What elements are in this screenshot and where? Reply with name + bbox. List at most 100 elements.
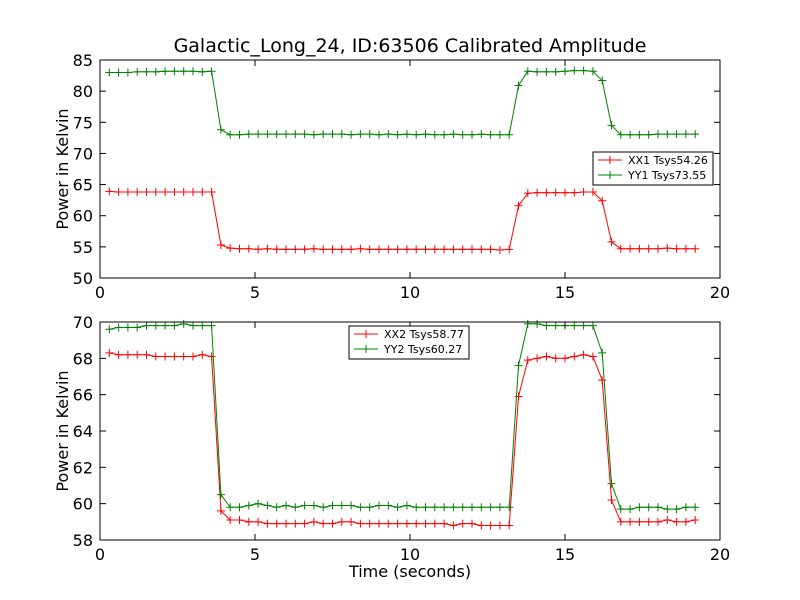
data-point-marker xyxy=(272,503,281,512)
data-point-marker xyxy=(114,68,123,77)
data-point-marker xyxy=(170,67,179,76)
data-point-marker xyxy=(616,130,625,139)
x-axis-title: Time (seconds) xyxy=(348,562,471,581)
data-point-marker xyxy=(356,503,365,512)
data-point-marker xyxy=(588,352,597,361)
y-tick-label: 50 xyxy=(73,269,93,288)
legend-label: YY2 Tsys60.27 xyxy=(383,343,462,356)
data-point-marker xyxy=(337,517,346,526)
data-point-marker xyxy=(421,245,430,254)
data-point-marker xyxy=(328,130,337,139)
data-point-marker xyxy=(430,245,439,254)
data-point-marker xyxy=(430,503,439,512)
data-point-marker xyxy=(207,188,216,197)
x-tick-label: 10 xyxy=(400,283,420,302)
y-axis-title: Power in Kelvin xyxy=(53,108,72,229)
series-line xyxy=(109,352,696,527)
y-tick-label: 64 xyxy=(73,422,93,441)
data-point-marker xyxy=(235,130,244,139)
data-point-marker xyxy=(244,244,253,253)
data-point-marker xyxy=(681,517,690,526)
data-point-marker xyxy=(151,321,160,330)
data-point-marker xyxy=(235,244,244,253)
data-point-marker xyxy=(291,245,300,254)
data-point-marker xyxy=(523,67,532,76)
data-point-marker xyxy=(347,130,356,139)
data-point-marker xyxy=(561,354,569,363)
data-point-marker xyxy=(505,245,514,254)
data-point-marker xyxy=(626,505,635,514)
data-point-marker xyxy=(337,501,346,510)
data-point-marker xyxy=(495,130,504,139)
data-point-marker xyxy=(198,188,207,197)
data-point-marker xyxy=(189,352,197,361)
data-point-marker xyxy=(607,496,616,505)
data-point-marker xyxy=(198,350,207,359)
data-point-marker xyxy=(375,501,383,510)
y-tick-label: 75 xyxy=(73,113,93,132)
data-point-marker xyxy=(495,245,504,254)
data-point-marker xyxy=(347,245,356,254)
y-tick-label: 70 xyxy=(73,144,93,163)
data-point-marker xyxy=(142,321,151,330)
data-point-marker xyxy=(365,245,374,254)
data-point-marker xyxy=(598,376,607,385)
data-point-marker xyxy=(105,187,114,196)
data-point-marker xyxy=(254,517,263,526)
data-point-marker xyxy=(644,130,653,139)
data-point-marker xyxy=(681,244,690,253)
data-point-marker xyxy=(505,130,514,139)
data-point-marker xyxy=(514,361,523,370)
data-point-marker xyxy=(393,245,402,254)
data-point-marker xyxy=(123,323,132,332)
data-point-marker xyxy=(244,517,253,526)
data-point-marker xyxy=(198,67,207,76)
data-point-marker xyxy=(300,130,309,139)
data-point-marker xyxy=(570,188,579,197)
data-point-marker xyxy=(588,188,597,197)
data-point-marker xyxy=(672,244,681,253)
data-point-marker xyxy=(635,244,644,253)
data-point-marker xyxy=(570,66,579,75)
data-point-marker xyxy=(151,188,160,197)
data-point-marker xyxy=(458,503,467,512)
data-point-marker xyxy=(282,245,290,254)
data-point-marker xyxy=(579,321,588,330)
data-point-marker xyxy=(105,325,114,334)
data-point-marker xyxy=(440,130,449,139)
data-point-marker xyxy=(430,130,439,139)
data-point-marker xyxy=(654,130,662,139)
data-point-marker xyxy=(533,67,542,76)
data-point-marker xyxy=(458,245,467,254)
data-point-marker xyxy=(402,130,411,139)
data-point-marker xyxy=(598,348,607,357)
data-point-marker xyxy=(672,505,681,514)
data-point-marker xyxy=(142,350,151,359)
data-point-marker xyxy=(579,350,588,359)
data-point-marker xyxy=(449,521,458,530)
data-point-marker xyxy=(644,503,653,512)
data-point-marker xyxy=(654,244,662,253)
data-point-marker xyxy=(412,503,421,512)
data-point-marker xyxy=(477,130,486,139)
legend-swatch-marker xyxy=(606,156,614,164)
y-tick-label: 55 xyxy=(73,238,93,257)
data-point-marker xyxy=(691,130,700,139)
data-point-marker xyxy=(170,188,179,197)
data-point-marker xyxy=(635,503,644,512)
data-point-marker xyxy=(412,519,421,528)
data-point-marker xyxy=(626,517,635,526)
data-point-marker xyxy=(402,501,411,510)
data-point-marker xyxy=(440,245,449,254)
data-point-marker xyxy=(635,517,644,526)
data-point-marker xyxy=(393,130,402,139)
data-point-marker xyxy=(319,245,328,254)
data-point-marker xyxy=(384,501,393,510)
data-point-marker xyxy=(570,321,579,330)
data-point-marker xyxy=(244,130,253,139)
data-point-marker xyxy=(235,503,244,512)
data-point-marker xyxy=(421,503,430,512)
data-point-marker xyxy=(588,321,597,330)
data-point-marker xyxy=(282,519,290,528)
data-point-marker xyxy=(412,245,421,254)
